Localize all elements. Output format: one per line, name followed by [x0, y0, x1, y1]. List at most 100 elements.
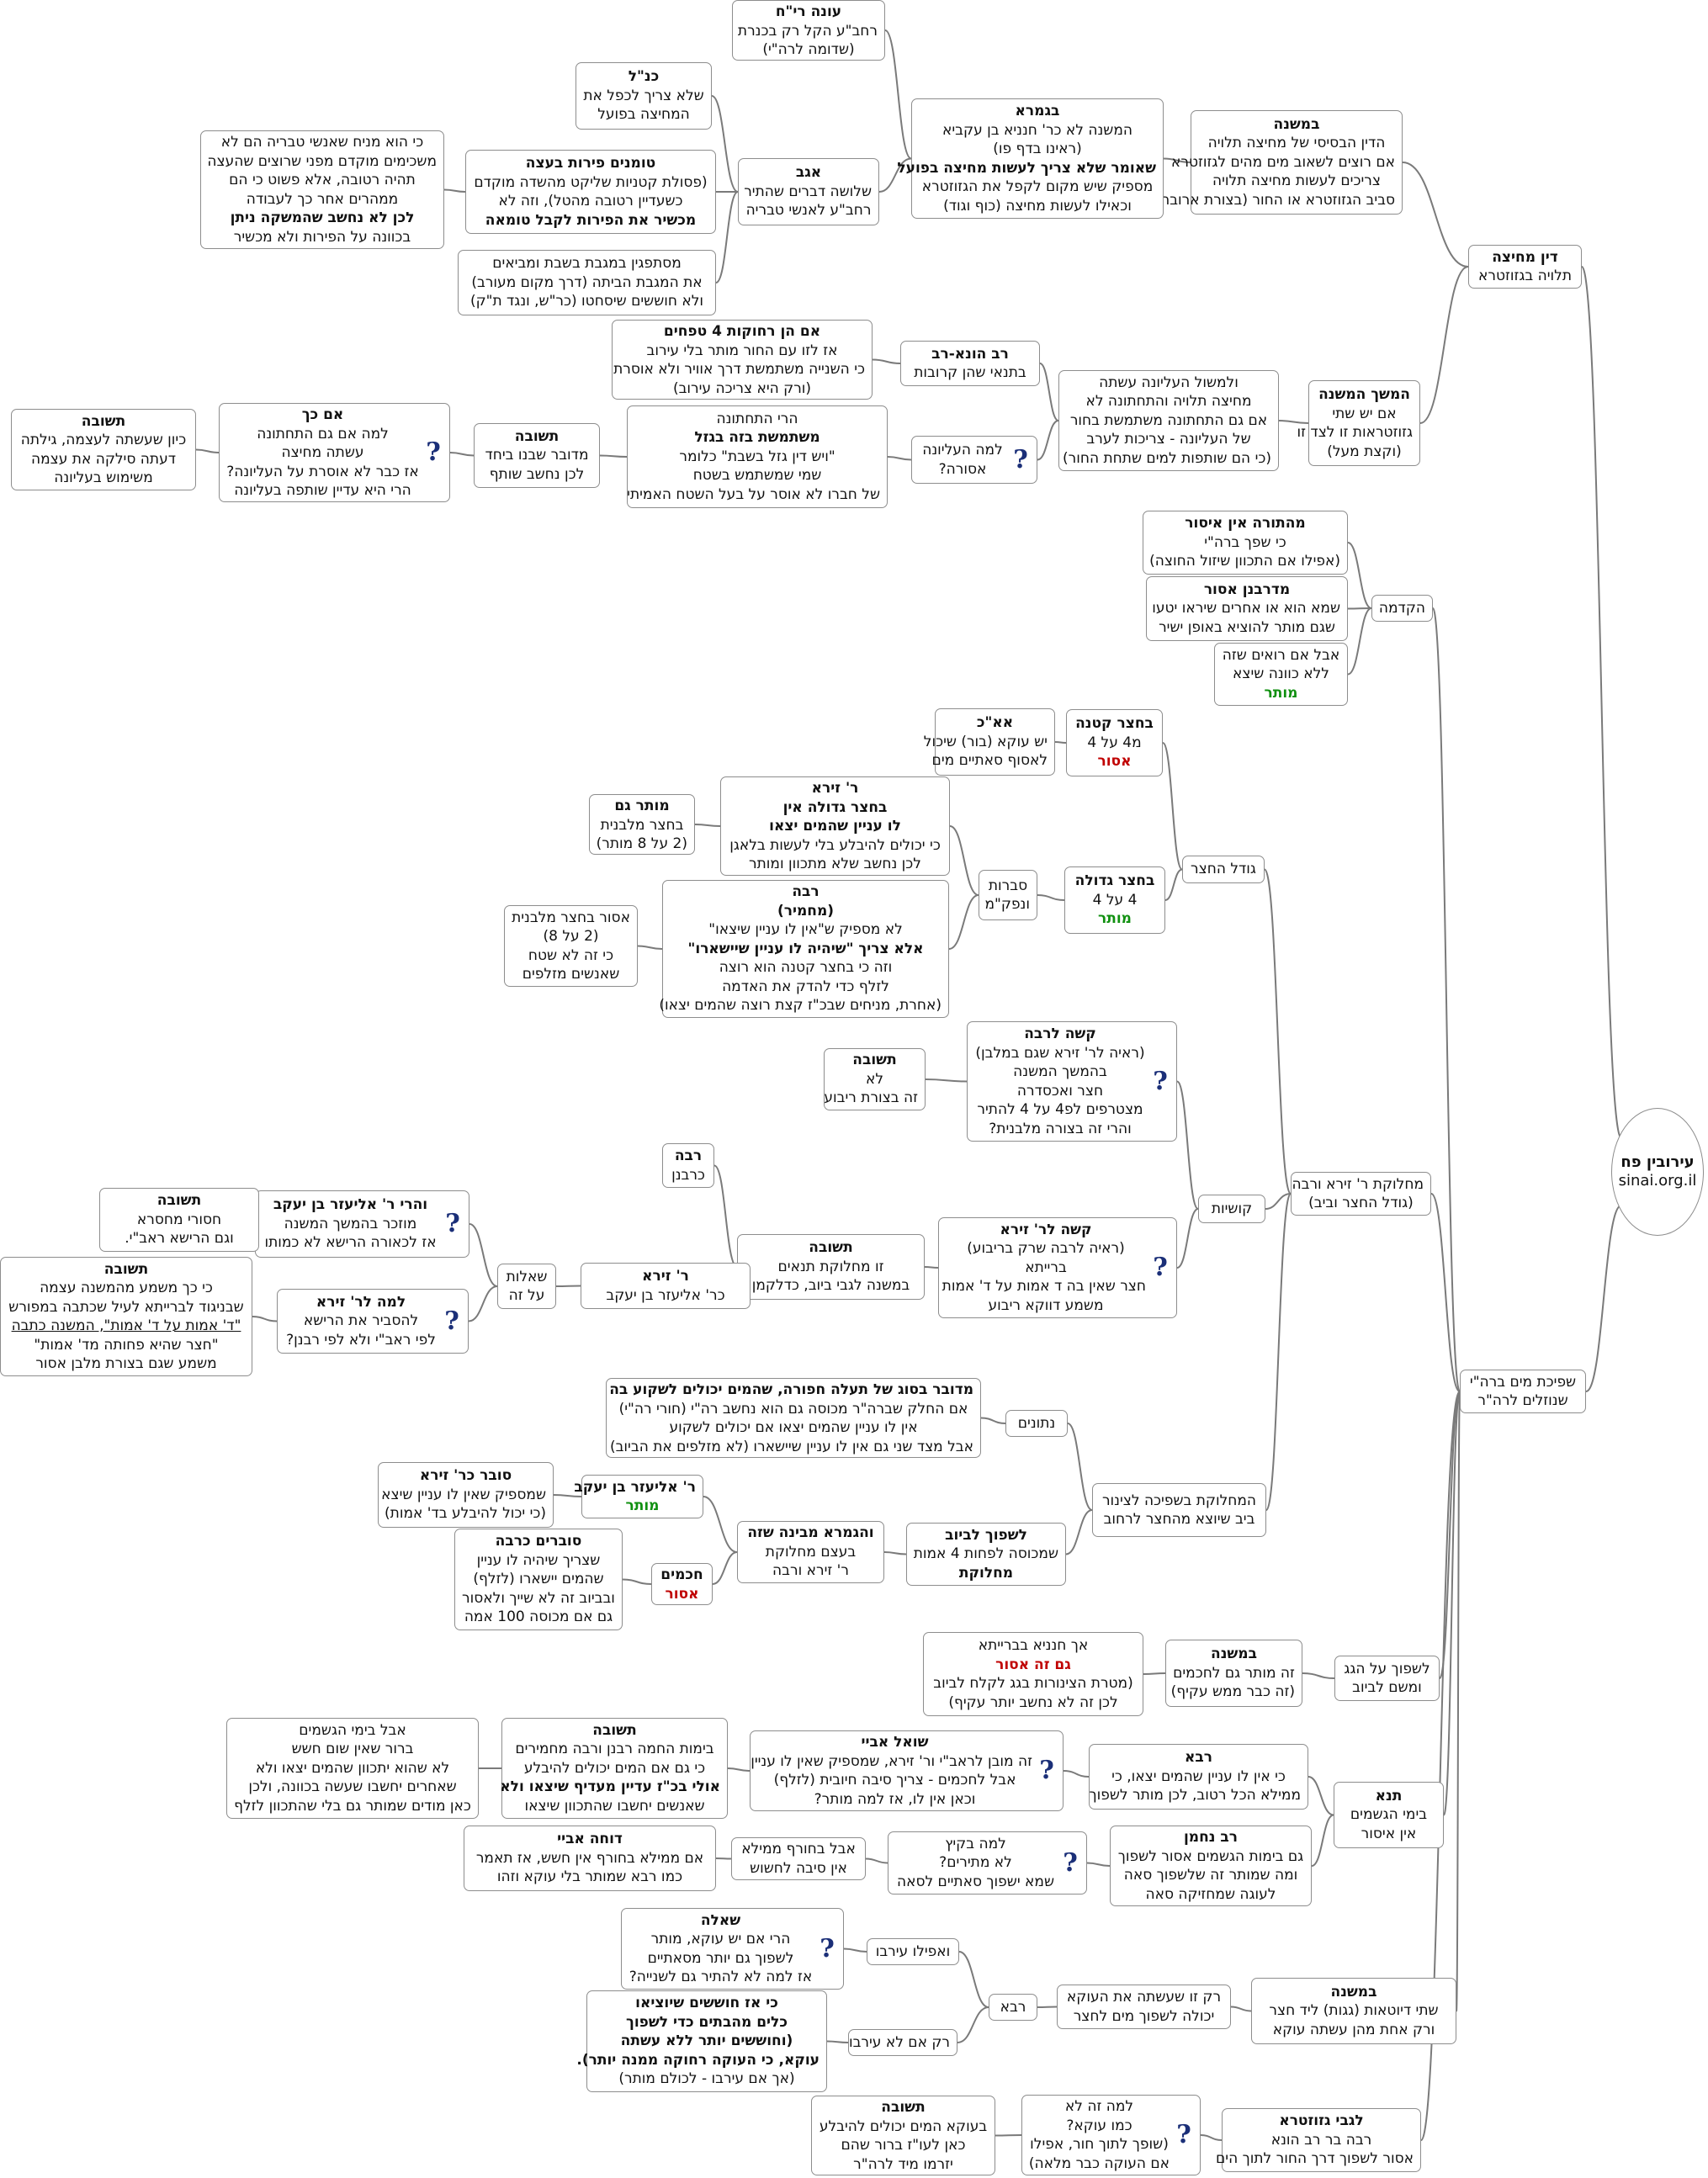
node-line: בימות החמה רבנן ורבה מחמירים — [515, 1741, 714, 1758]
connector-line — [884, 29, 912, 160]
node-kashe-raba[interactable]: קשה לרבה (ראיה לר' זירא שגם במלבן) בהמשך ה… — [967, 1021, 1177, 1142]
connector-line — [715, 191, 739, 284]
node-lama-bakayitz[interactable]: למה בקיץ לא מתירים? שמא ישפוך סאתיים לסאה? — [888, 1831, 1087, 1894]
node-katana[interactable]: בחצר קטנה מ4 על 4 אסור — [1066, 709, 1163, 776]
node-tshuva5[interactable]: תשובה חסורי מחסרא וגם הרישא ראב"י. — [99, 1188, 259, 1252]
node-vaafilu[interactable]: ואפילו עירבו — [867, 1938, 959, 1965]
node-shoel-abaye[interactable]: שואל אביי זה מובן לראב"י ור' זירא, שמספיק… — [750, 1730, 1064, 1811]
node-im-kach[interactable]: אם כך למה אם גם התחתונה עשתה מחיצה אז כבר ל… — [219, 403, 450, 502]
node-tana[interactable]: תנא בימי הגשמים אין איסור — [1334, 1782, 1444, 1848]
node-sheela[interactable]: שאלה הרי אם יש עוקא, מותר לשפוך גם יותר מס… — [621, 1908, 844, 1990]
node-rav-nachman[interactable]: רב נחמן גם בימות הגשמים אסור לשפוך ומה שמו… — [1110, 1826, 1312, 1906]
node-machloket[interactable]: מחלוקת ר' זירא ורבה (גודל החצר וביב) — [1291, 1172, 1431, 1216]
node-line: אלא צריך "שיהיה לו עניין שיישארו" — [687, 940, 924, 957]
node-kushiot[interactable]: קושיות — [1198, 1195, 1265, 1223]
node-rav-huna[interactable]: רב הונא-רב בתנאי שהן קרובות — [900, 341, 1040, 386]
node-aval-geshamim[interactable]: אבל בימי הגשמים ברור שאין שום חשש לא שהוא … — [226, 1718, 479, 1819]
node-line: אז לזו עם החור מותר בלי עירוב — [646, 342, 838, 359]
node-netunim[interactable]: נתונים — [1005, 1410, 1068, 1437]
node-velimshol[interactable]: ולמשול העליונה עשתה מחיצה תלויה והתחתונה … — [1058, 370, 1279, 471]
node-gedola[interactable]: בחצר גדולה 4 על 4 מותר — [1064, 866, 1165, 934]
node-akach[interactable]: אא"כ יש עוקא (בור) שיכול לאסוף סאתיים מים — [924, 708, 1055, 776]
node-tshuva6[interactable]: תשובה כי כך משמע מהמשנה עצמה שבניגוד לבריי… — [0, 1257, 252, 1376]
node-raba[interactable]: רבה (מחמיר) לא מספיק ש"אין לו עניין שיצאו"… — [659, 880, 949, 1018]
node-lama-elyona[interactable]: למה העליונה אסורה?? — [911, 436, 1037, 484]
node-tshuva8[interactable]: תשובה בעוקא המים יכולים להיבלע כאן לעו"ז ב… — [811, 2096, 995, 2175]
node-vehagemara[interactable]: והגמרא מבינה שזה בעצם מחלוקת ר' זירא ורבה — [737, 1521, 884, 1583]
node-aval-bachoref[interactable]: אבל בחורף ממילא אין סיבה לחשוש — [731, 1837, 866, 1880]
node-line: רבה — [792, 883, 820, 901]
node-ki-az[interactable]: כי אז חוששים שיוציאו כלים מהבתים כדי לשפו… — [576, 1990, 827, 2092]
node-line: והגמרא מבינה שזה — [747, 1524, 874, 1542]
node-line: תשובה — [156, 1192, 202, 1210]
node-tshuva3[interactable]: תשובה לא זה בצורת ריבוע — [824, 1048, 926, 1110]
node-rak-zu[interactable]: רק זו שעשתה את העוקא יכולה לשפוך מים לחצר — [1057, 1985, 1231, 2029]
node-mutar-gam[interactable]: מותר גם בחצר מלבנית (2 על 8 מותר) — [589, 794, 695, 855]
node-raby[interactable]: ר' אליעזר בן יעקב מותר — [574, 1475, 703, 1518]
node-raba2[interactable]: רבא — [989, 1994, 1037, 2021]
node-raba-kerabanan[interactable]: רבה כרבנן — [662, 1143, 714, 1188]
connector-line — [713, 1164, 738, 1268]
connector-line — [843, 1947, 867, 1953]
node-miderabanan[interactable]: מדרבנן אסור שמא הוא או אחרים שיראו יטעו שג… — [1146, 576, 1348, 641]
node-tshuva4[interactable]: תשובה זו מחלוקת תנאים במשנה לגבי ביוב, כדל… — [737, 1234, 925, 1300]
node-mehatora[interactable]: מהתורה אין איסור כי שפך ברה"י (אפילו אם הת… — [1143, 511, 1348, 575]
node-lishpoch[interactable]: לשפוך לביוב שמכוסה לפחות 4 אמות מחלוקת — [906, 1523, 1066, 1586]
node-netunim-ex[interactable]: מדובר בסוג של תעלה חפורה, שהמים יכולים ל… — [606, 1378, 981, 1458]
node-line: אם כך — [301, 406, 344, 423]
node-ach-chanina[interactable]: אך חנניא בברייתא גם זה אסור (מטרת הצינורות… — [923, 1632, 1143, 1716]
node-harei-tachtona[interactable]: הרי התחתונה משתמשת בזה בגזל "ויש דין גזל ב… — [627, 405, 888, 508]
node-dochei-abaye[interactable]: דוחה אביי אם ממילא בחורף אין חשש, אז תאמר… — [464, 1826, 716, 1891]
node-line: ובביוב זה לא שייך ולאסור — [462, 1589, 615, 1607]
node-line: סוברים כרבה — [495, 1533, 582, 1550]
connector-line — [1176, 1080, 1199, 1210]
node-lishpoch-gag[interactable]: לשפוך על הגג ומשם לביוב — [1334, 1656, 1440, 1701]
node-gemara1[interactable]: בגמרא המשנה לא כר' חנניא בן עקביא (ראינו ב… — [897, 98, 1164, 219]
connector-line — [872, 358, 901, 364]
node-hemshech[interactable]: המשך המשנה אם יש שתי גזוזטראות זו לצד זו (ו… — [1297, 380, 1420, 466]
node-raba-geshamim[interactable]: רבא כי אין לו עניין שהמים יצאו, כי ממילא ה… — [1089, 1744, 1308, 1810]
node-im-hen[interactable]: אם הן רחוקות 4 טפחים אז לזו עם החור מותר … — [612, 320, 873, 400]
node-line: "חצר שהיא פחותה מד' אמות" — [34, 1336, 219, 1354]
node-tomnin[interactable]: טומנים פירות בעצה (פסולת קטניות שליקט מהש… — [465, 150, 716, 234]
node-lama-zeh[interactable]: למה זה לא כמו עוקא? (שופך לתוך חור, אפילו א… — [1021, 2095, 1201, 2175]
node-asur-malbenit[interactable]: אסור בחצר מלבנית (2 על 8) כי זה לא שטח שאנש… — [504, 905, 638, 987]
node-mishna1[interactable]: במשנה הדין הבסיסי של מחיצה תלויה אם רוצים … — [1154, 110, 1403, 215]
node-rak-im-lo[interactable]: רק אם לא עירבו — [848, 2029, 957, 2056]
node-lama-zeira[interactable]: למה לר' זירא להסביר את הרישא לפי ראב"י ולא… — [277, 1289, 469, 1354]
node-vaharei[interactable]: והרי ר' אליעזר בן יעקב מוזכר בהמשך המשנה א… — [255, 1190, 469, 1258]
connector-line — [1164, 868, 1183, 901]
node-kashe-zeira[interactable]: קשה לר' זירא (ראיה לרבה שרק בריבוע) ברייתא… — [938, 1217, 1177, 1318]
node-line: זה מובן לראב"י ור' זירא, שמספיק שאין לו … — [751, 1752, 1032, 1770]
node-ona[interactable]: עונה רי"ח רחב"ע הקל רק בכנרת (שדומה לרה"י) — [732, 0, 885, 61]
node-r-zeira[interactable]: ר' זירא בחצר גדולה אין לו עניין שהמים יצאו… — [720, 776, 950, 876]
connector-line — [195, 448, 220, 453]
node-hamachloket-bish[interactable]: המחלוקת בשפיכה לצינור ביב שיוצא מהחצר לרח… — [1092, 1483, 1266, 1537]
node-tshuva1[interactable]: תשובה מדובר שבנו ביחד לכן נחשב שותף — [474, 423, 600, 488]
node-root[interactable]: עירובין פח sinai.org.il — [1611, 1108, 1704, 1236]
connector-line — [468, 1285, 498, 1322]
node-sover-zeira[interactable]: סובר כר' זירא שמספיק שאין לו עניין שיצא (כ… — [378, 1462, 554, 1528]
node-godel[interactable]: גודל החצר — [1182, 856, 1265, 883]
node-kanal[interactable]: כנ"ל שלא צריך לכפל את המחיצה בפועל — [576, 62, 712, 130]
node-hakdama[interactable]: הקדמה — [1371, 595, 1433, 622]
node-agav[interactable]: אגב שלושה דברים שהתיר רחב"ע לאנשי טבריה — [738, 158, 879, 225]
node-aval-roim[interactable]: אבל אם רואים שזה ללא כוונה שיצא מותר — [1214, 643, 1348, 706]
node-svarot[interactable]: סברות ונפק"מ — [979, 870, 1037, 920]
node-mistapgin[interactable]: מסתפגין במגבת בשבת ומביאים את המגבת הביתה… — [458, 250, 716, 315]
node-r-zeira-kre[interactable]: ר' זירא כר' אליעזר בן יעקב — [581, 1263, 751, 1309]
node-legabei[interactable]: לגבי גזוזטרא רבה בר רב הונא אסור לשפוך דרך… — [1216, 2108, 1421, 2172]
node-line: אבל בחורף ממילא — [741, 1841, 856, 1857]
node-mishna-gag[interactable]: במשנה זה מותר גם לחכמים (זה כבר ממש עקיף) — [1165, 1640, 1302, 1707]
node-din-mechitza[interactable]: דין מחיצה תלויה בגזוזטרא — [1468, 245, 1582, 289]
node-shfichat[interactable]: שפיכת מים ברה"י שנוזלים לרה"ר — [1460, 1370, 1586, 1413]
node-tshuva2[interactable]: תשובה כיון שעשתה לעצמה, גילתה דעתה סילקה א… — [11, 409, 196, 490]
node-line: אין לו עניין שהמים יצאו אם יכולים לשקוע — [669, 1419, 918, 1436]
node-chachamim[interactable]: חכמים אסור — [651, 1563, 713, 1605]
node-mishna-dyotaot[interactable]: במשנה שתי דיוטאות (גגות) ליד חצר ורק אחת מ… — [1251, 1978, 1456, 2044]
node-sheelot[interactable]: שאלות על זה — [497, 1264, 556, 1309]
node-tomnin-ex[interactable]: כי הוא מניח שאנשי טבריה הם לא משכימים מוק… — [200, 130, 444, 249]
node-tshuva7[interactable]: תשובה בימות החמה רבנן ורבה מחמירים כי גם א… — [500, 1718, 728, 1819]
node-sovrim-raba[interactable]: סוברים כרבה שצריך שיהיה לו עניין שהמים ייש… — [454, 1529, 623, 1630]
